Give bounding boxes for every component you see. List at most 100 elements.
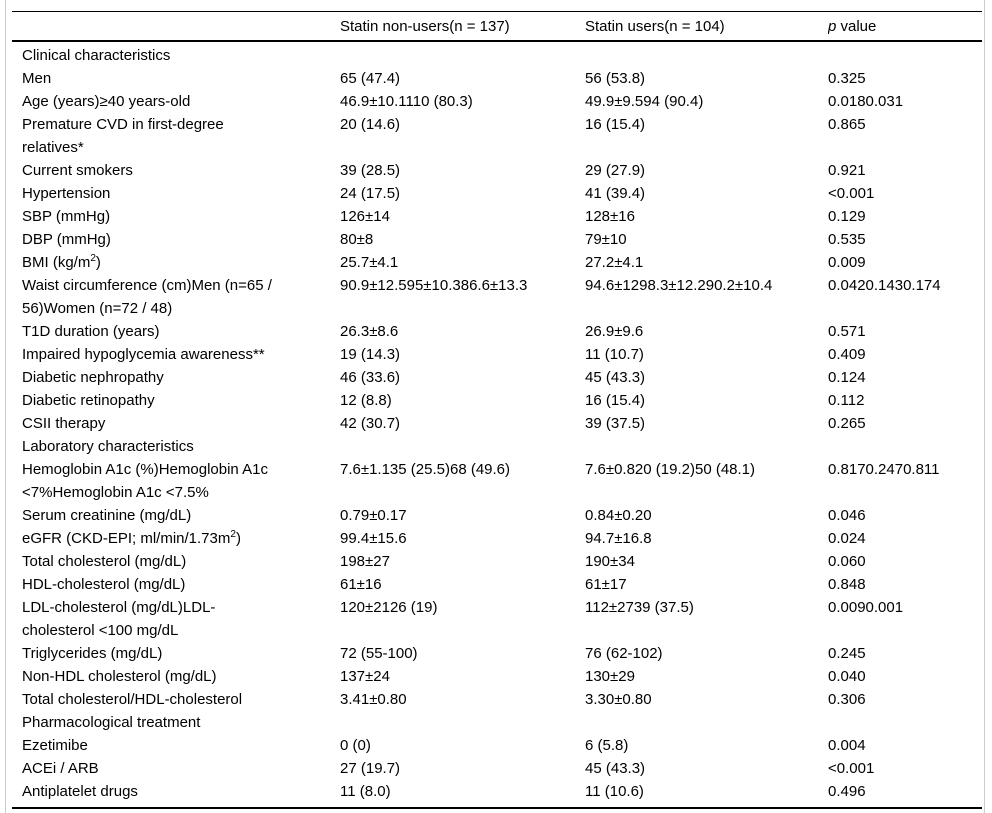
cell-statin-users: 56 (53.8) — [585, 70, 646, 87]
table-row: ACEi / ARB 27 (19.7) 45 (43.3) <0.001 — [12, 757, 982, 780]
cell-statin-users: 45 (43.3) — [585, 369, 646, 386]
table-row: DBP (mmHg) 80±8 79±10 0.535 — [12, 228, 982, 251]
cell-p-value: 0.0090.001 — [828, 599, 904, 616]
row-label: Non-HDL cholesterol (mg/dL) — [22, 668, 217, 685]
row-label: Ezetimibe — [22, 737, 88, 754]
row-label: Antiplatelet drugs — [22, 783, 138, 800]
row-label: eGFR (CKD-EPI; ml/min/1.73m2) — [22, 529, 241, 548]
cell-p-value: 0.571 — [828, 323, 866, 340]
cell-statin-users: 61±17 — [585, 576, 627, 593]
cell-statin-non-users: 72 (55-100) — [340, 645, 418, 662]
row-label: DBP (mmHg) — [22, 231, 111, 248]
cell-statin-non-users: 42 (30.7) — [340, 415, 401, 432]
table-row: Serum creatinine (mg/dL) 0.79±0.17 0.84±0.… — [12, 504, 982, 527]
table-row: Age (years)≥40 years-old 46.9±10.1110 (80… — [12, 90, 982, 113]
column-header-statin-non-users: Statin non-users(n = 137) — [340, 17, 510, 35]
row-label: Diabetic retinopathy — [22, 392, 155, 409]
row-label: Premature CVD in first-degree relatives* — [22, 116, 224, 156]
cell-p-value: 0.040 — [828, 668, 866, 685]
characteristics-table: Statin non-users(n = 137) Statin users(n… — [12, 11, 982, 809]
row-label: Triglycerides (mg/dL) — [22, 645, 163, 662]
cell-statin-users: 94.6±1298.3±12.290.2±10.4 — [585, 277, 773, 294]
cell-statin-users: 29 (27.9) — [585, 162, 646, 179]
row-label: T1D duration (years) — [22, 323, 160, 340]
cell-p-value: 0.325 — [828, 70, 866, 87]
row-label: Hypertension — [22, 185, 111, 202]
cell-statin-users: 130±29 — [585, 668, 635, 685]
row-label: Pharmacological treatment — [22, 714, 201, 731]
cell-statin-non-users: 90.9±12.595±10.386.6±13.3 — [340, 277, 528, 294]
cell-statin-non-users — [340, 44, 585, 67]
cell-statin-non-users: 61±16 — [340, 576, 382, 593]
section-row: Pharmacological treatment — [12, 711, 982, 734]
cell-statin-users: 0.84±0.20 — [585, 507, 652, 524]
cell-p-value: 0.124 — [828, 369, 866, 386]
table-row: Waist circumference (cm)Men (n=65 / 56)W… — [12, 274, 982, 320]
row-label: HDL-cholesterol (mg/dL) — [22, 576, 186, 593]
cell-statin-users: 76 (62-102) — [585, 645, 663, 662]
cell-statin-non-users: 0.79±0.17 — [340, 507, 407, 524]
table-row: Men 65 (47.4) 56 (53.8) 0.325 — [12, 67, 982, 90]
cell-statin-users: 112±2739 (37.5) — [585, 599, 694, 616]
cell-statin-non-users: 0 (0) — [340, 737, 371, 754]
cell-statin-non-users: 126±14 — [340, 208, 390, 225]
cell-statin-users — [585, 435, 828, 458]
cell-statin-non-users: 65 (47.4) — [340, 70, 401, 87]
table-row: Hemoglobin A1c (%)Hemoglobin A1c <7%Hemo… — [12, 458, 982, 504]
cell-statin-users: 39 (37.5) — [585, 415, 646, 432]
table-row: Hypertension 24 (17.5) 41 (39.4) <0.001 — [12, 182, 982, 205]
table-row: CSII therapy 42 (30.7) 39 (37.5) 0.265 — [12, 412, 982, 435]
p-value-symbol: p — [828, 17, 837, 35]
table-row: Total cholesterol/HDL-cholesterol 3.41±0.… — [12, 688, 982, 711]
column-header-p-value: p value — [828, 18, 982, 35]
cell-p-value: 0.0420.1430.174 — [828, 277, 941, 294]
cell-p-value: 0.265 — [828, 415, 866, 432]
table-row: HDL-cholesterol (mg/dL) 61±16 61±17 0.848 — [12, 573, 982, 596]
cell-p-value — [828, 711, 982, 734]
row-label: Hemoglobin A1c (%)Hemoglobin A1c <7%Hemo… — [22, 461, 268, 501]
cell-statin-users: 11 (10.7) — [585, 346, 644, 363]
cell-statin-users: 7.6±0.820 (19.2)50 (48.1) — [585, 461, 756, 478]
section-row: Laboratory characteristics — [12, 435, 982, 458]
section-row: Clinical characteristics — [12, 44, 982, 67]
cell-statin-non-users: 20 (14.6) — [340, 116, 401, 133]
table-header-row: Statin non-users(n = 137) Statin users(n… — [12, 11, 982, 42]
cell-p-value: 0.046 — [828, 507, 866, 524]
row-label: BMI (kg/m2) — [22, 253, 101, 272]
cell-p-value: 0.009 — [828, 254, 866, 271]
cell-p-value: 0.306 — [828, 691, 866, 708]
cell-statin-non-users: 120±2126 (19) — [340, 599, 438, 616]
cell-statin-non-users: 137±24 — [340, 668, 390, 685]
table-row: Total cholesterol (mg/dL) 198±27 190±34 0.0… — [12, 550, 982, 573]
cell-statin-users: 94.7±16.8 — [585, 530, 652, 547]
row-label: Laboratory characteristics — [22, 438, 194, 455]
cell-statin-users: 79±10 — [585, 231, 627, 248]
table-row: BMI (kg/m2) 25.7±4.1 27.2±4.1 0.009 — [12, 251, 982, 274]
cell-statin-users: 26.9±9.6 — [585, 323, 644, 340]
row-label: LDL-cholesterol (mg/dL)LDL- cholesterol … — [22, 599, 216, 639]
cell-statin-non-users: 3.41±0.80 — [340, 691, 407, 708]
table-row: Impaired hypoglycemia awareness** 19 (14.… — [12, 343, 982, 366]
cell-p-value: 0.060 — [828, 553, 866, 570]
p-value-word: value — [836, 17, 877, 35]
cell-statin-non-users: 19 (14.3) — [340, 346, 401, 363]
row-label: Age (years)≥40 years-old — [22, 93, 191, 110]
table-row: Triglycerides (mg/dL) 72 (55-100) 76 (62-1… — [12, 642, 982, 665]
cell-p-value: 0.004 — [828, 737, 866, 754]
row-label: Serum creatinine (mg/dL) — [22, 507, 192, 524]
cell-statin-users: 16 (15.4) — [585, 116, 646, 133]
cell-statin-users: 27.2±4.1 — [585, 254, 644, 271]
table-row: Antiplatelet drugs 11 (8.0) 11 (10.6) 0.496 — [12, 780, 982, 803]
table-row: Diabetic retinopathy 12 (8.8) 16 (15.4) 0.1… — [12, 389, 982, 412]
cell-p-value: 0.245 — [828, 645, 866, 662]
cell-statin-users: 128±16 — [585, 208, 635, 225]
cell-p-value: 0.0180.031 — [828, 93, 904, 110]
cell-p-value: 0.112 — [828, 392, 865, 409]
row-label: Impaired hypoglycemia awareness** — [22, 346, 265, 363]
cell-statin-non-users: 39 (28.5) — [340, 162, 401, 179]
cell-statin-non-users: 25.7±4.1 — [340, 254, 399, 271]
table-row: Premature CVD in first-degree relatives*… — [12, 113, 982, 159]
row-label: ACEi / ARB — [22, 760, 99, 777]
table-row: eGFR (CKD-EPI; ml/min/1.73m2) 99.4±15.6 94… — [12, 527, 982, 550]
cell-p-value: 0.496 — [828, 783, 866, 800]
